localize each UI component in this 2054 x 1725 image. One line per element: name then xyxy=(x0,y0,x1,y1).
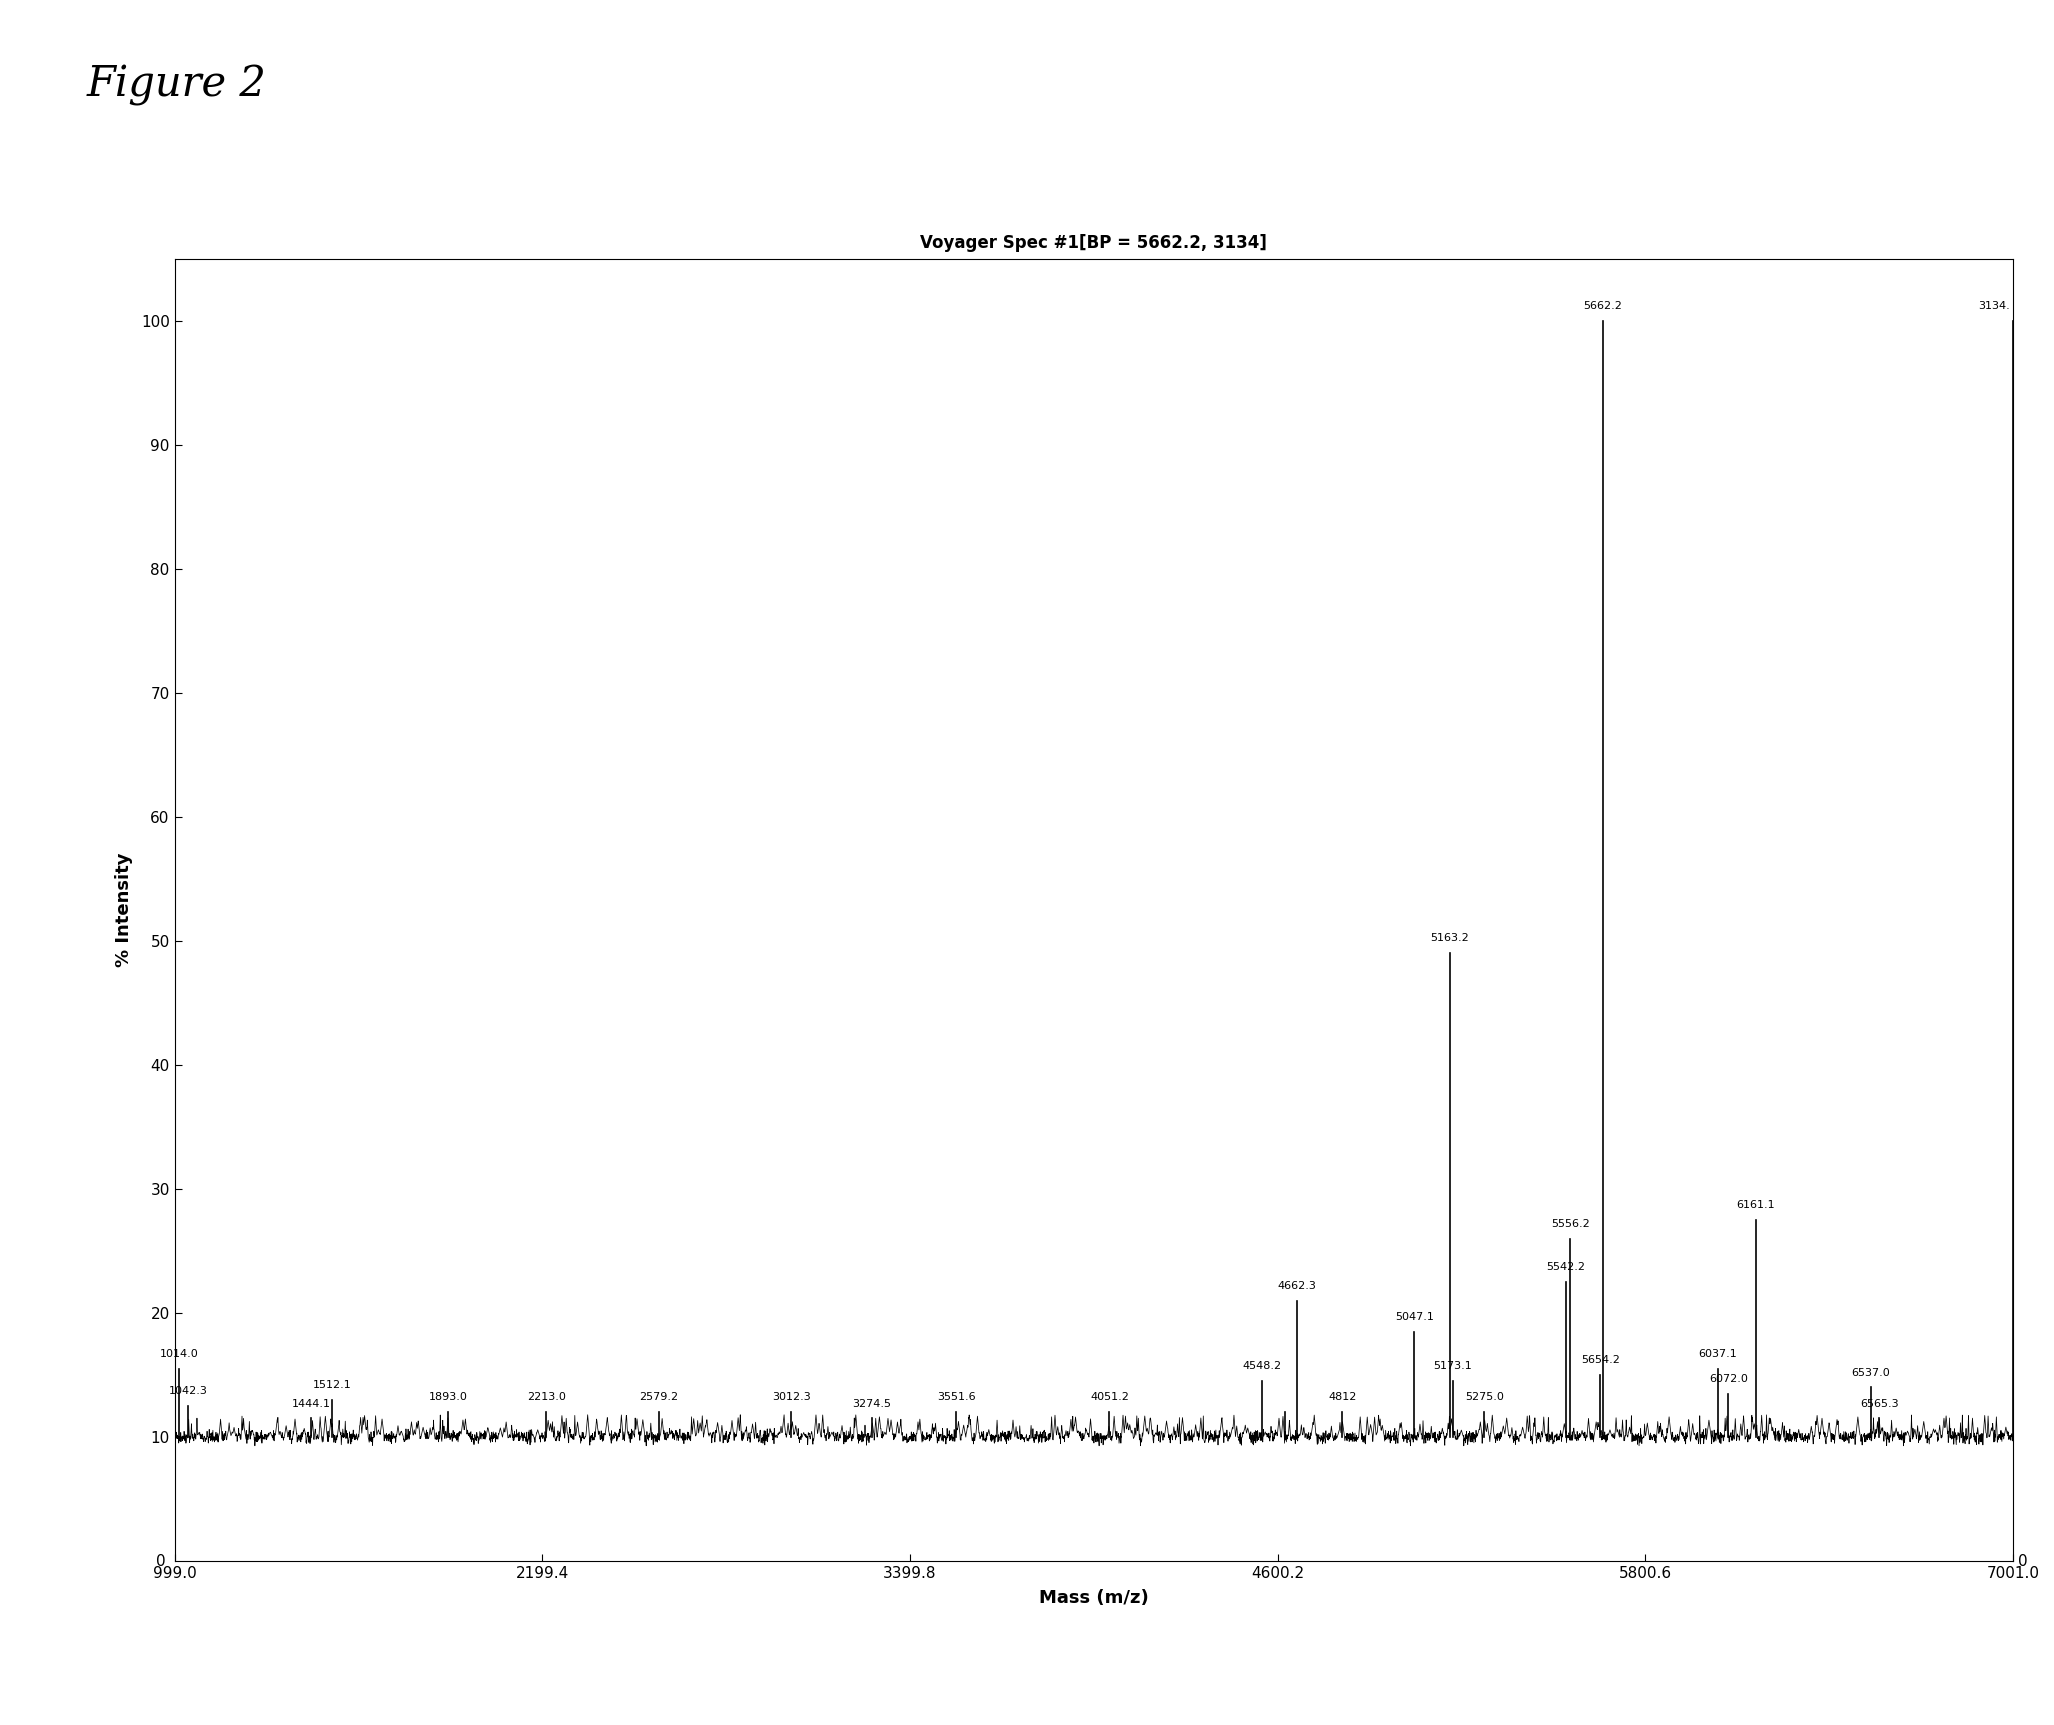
Text: 3012.3: 3012.3 xyxy=(772,1392,811,1402)
Text: 6161.1: 6161.1 xyxy=(1736,1201,1775,1211)
Text: 3274.5: 3274.5 xyxy=(852,1399,891,1409)
Text: 6537.0: 6537.0 xyxy=(1851,1368,1890,1378)
Text: 1444.1: 1444.1 xyxy=(292,1399,331,1409)
Text: 5654.2: 5654.2 xyxy=(1582,1356,1621,1364)
Text: 5556.2: 5556.2 xyxy=(1551,1218,1590,1228)
Text: 3134.: 3134. xyxy=(1978,300,2011,310)
Text: 6565.3: 6565.3 xyxy=(1861,1399,1898,1409)
Text: 6072.0: 6072.0 xyxy=(1709,1373,1748,1383)
Text: 6037.1: 6037.1 xyxy=(1699,1349,1738,1359)
Text: 5662.2: 5662.2 xyxy=(1584,300,1623,310)
Text: 3551.6: 3551.6 xyxy=(937,1392,976,1402)
Y-axis label: % Intensity: % Intensity xyxy=(115,852,134,968)
Text: 4051.2: 4051.2 xyxy=(1091,1392,1130,1402)
Title: Voyager Spec #1[BP = 5662.2, 3134]: Voyager Spec #1[BP = 5662.2, 3134] xyxy=(920,233,1267,252)
Text: 1893.0: 1893.0 xyxy=(429,1392,468,1402)
Text: 0: 0 xyxy=(156,1554,166,1568)
Text: 2579.2: 2579.2 xyxy=(639,1392,678,1402)
Text: 5163.2: 5163.2 xyxy=(1432,933,1469,944)
Text: 5542.2: 5542.2 xyxy=(1547,1263,1586,1271)
Text: 5047.1: 5047.1 xyxy=(1395,1311,1434,1321)
Text: 1042.3: 1042.3 xyxy=(168,1387,207,1396)
Text: 1512.1: 1512.1 xyxy=(312,1380,351,1390)
Text: 4812: 4812 xyxy=(1329,1392,1356,1402)
Text: 4662.3: 4662.3 xyxy=(1278,1280,1317,1290)
Text: 5173.1: 5173.1 xyxy=(1434,1361,1473,1371)
X-axis label: Mass (m/z): Mass (m/z) xyxy=(1039,1589,1148,1608)
Text: 0: 0 xyxy=(2019,1554,2027,1568)
Text: 5275.0: 5275.0 xyxy=(1465,1392,1504,1402)
Text: 4548.2: 4548.2 xyxy=(1243,1361,1282,1371)
Text: 1014.0: 1014.0 xyxy=(160,1349,199,1359)
Text: Figure 2: Figure 2 xyxy=(86,64,267,105)
Text: 2213.0: 2213.0 xyxy=(528,1392,565,1402)
